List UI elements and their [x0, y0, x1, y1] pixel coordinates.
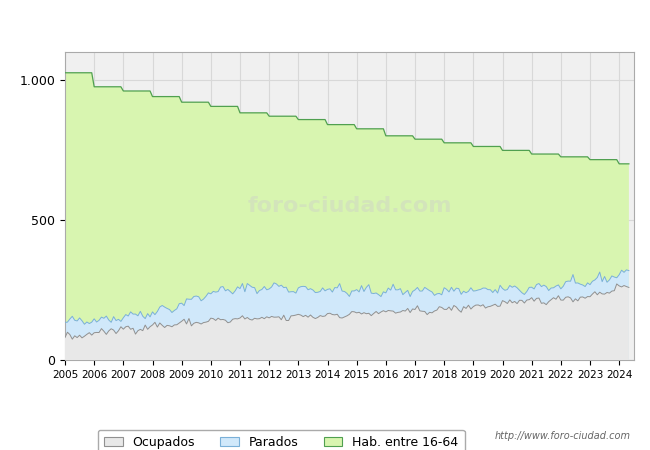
Legend: Ocupados, Parados, Hab. entre 16-64: Ocupados, Parados, Hab. entre 16-64 [98, 430, 465, 450]
Text: foro-ciudad.com: foro-ciudad.com [247, 196, 452, 216]
Text: Sabero - Evolucion de la poblacion en edad de Trabajar Mayo de 2024: Sabero - Evolucion de la poblacion en ed… [64, 17, 586, 30]
Text: http://www.foro-ciudad.com: http://www.foro-ciudad.com [495, 431, 630, 441]
